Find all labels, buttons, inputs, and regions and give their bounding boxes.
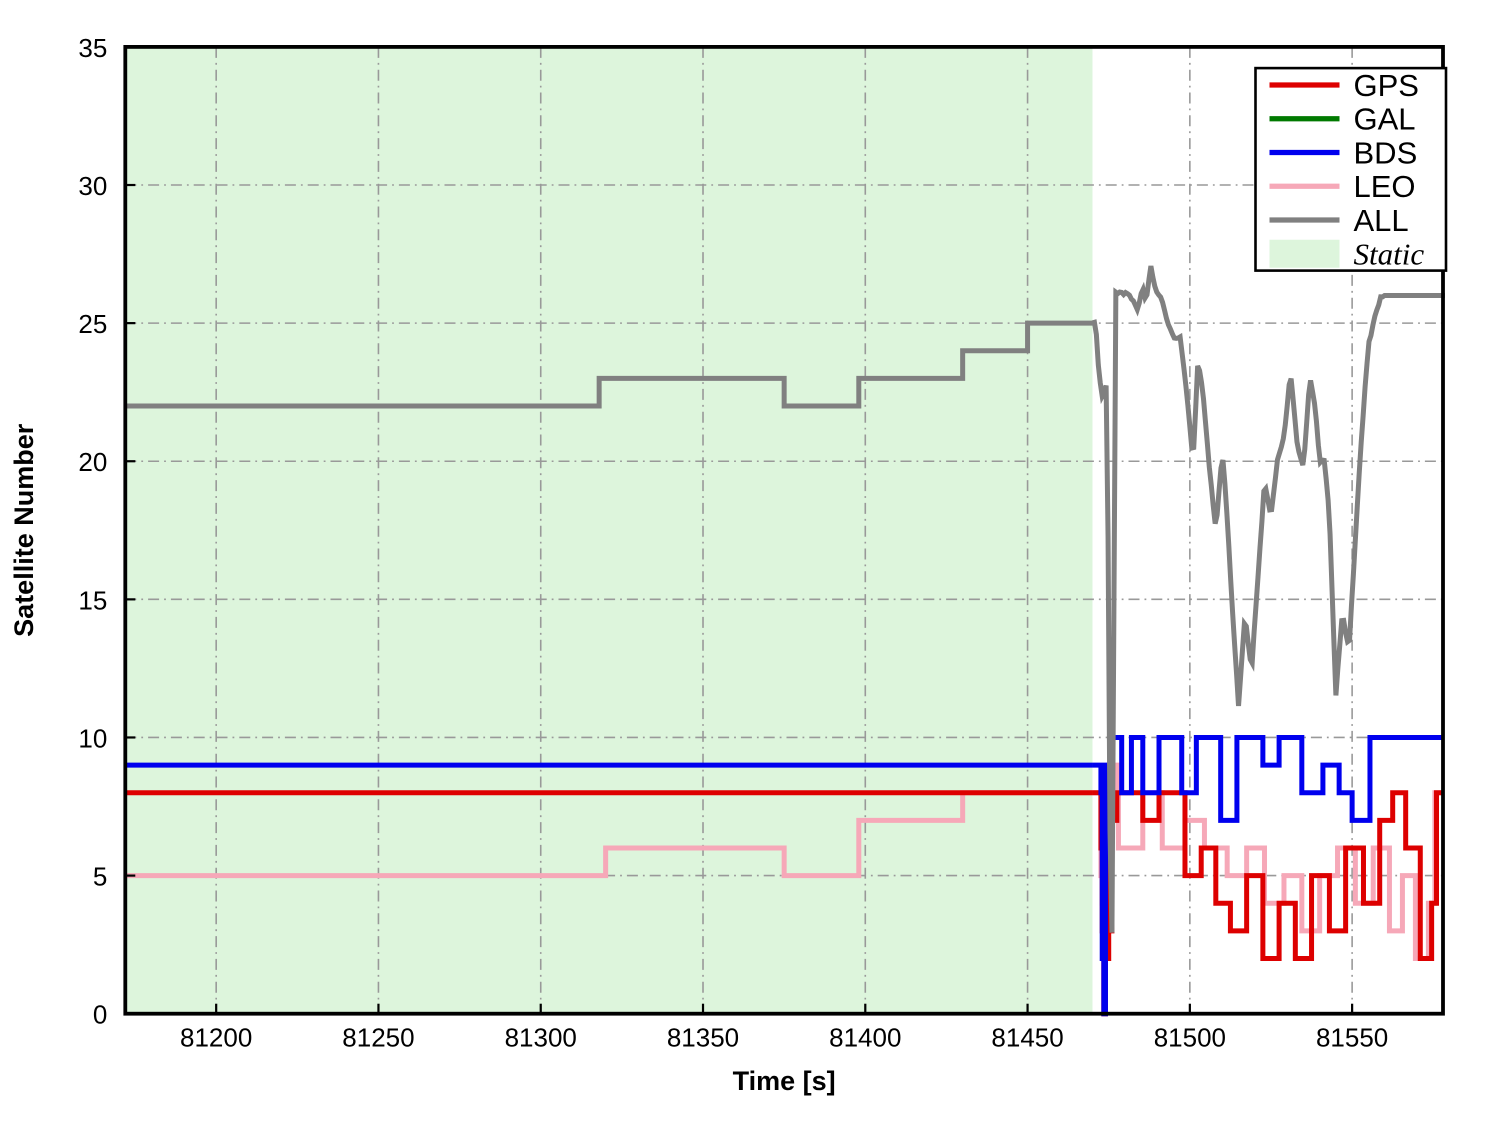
svg-text:81550: 81550 — [1316, 1023, 1388, 1053]
svg-text:0: 0 — [93, 1000, 107, 1030]
svg-text:GAL: GAL — [1354, 102, 1416, 137]
svg-text:Satellite Number: Satellite Number — [9, 423, 39, 637]
svg-text:5: 5 — [93, 862, 107, 892]
svg-text:25: 25 — [78, 309, 107, 339]
svg-text:10: 10 — [78, 723, 107, 753]
svg-text:81200: 81200 — [180, 1023, 252, 1053]
svg-text:35: 35 — [78, 33, 107, 63]
svg-text:BDS: BDS — [1354, 135, 1418, 170]
svg-text:81450: 81450 — [991, 1023, 1063, 1053]
svg-text:LEO: LEO — [1354, 169, 1416, 204]
svg-text:81350: 81350 — [667, 1023, 739, 1053]
svg-text:81400: 81400 — [829, 1023, 901, 1053]
svg-text:81250: 81250 — [342, 1023, 414, 1053]
svg-text:ALL: ALL — [1354, 203, 1409, 238]
svg-text:15: 15 — [78, 585, 107, 615]
svg-text:81300: 81300 — [505, 1023, 577, 1053]
svg-text:20: 20 — [78, 447, 107, 477]
svg-text:81500: 81500 — [1154, 1023, 1226, 1053]
svg-text:Time [s]: Time [s] — [733, 1066, 836, 1096]
svg-text:GPS: GPS — [1354, 68, 1419, 103]
svg-text:Static: Static — [1354, 237, 1425, 272]
svg-text:30: 30 — [78, 171, 107, 201]
